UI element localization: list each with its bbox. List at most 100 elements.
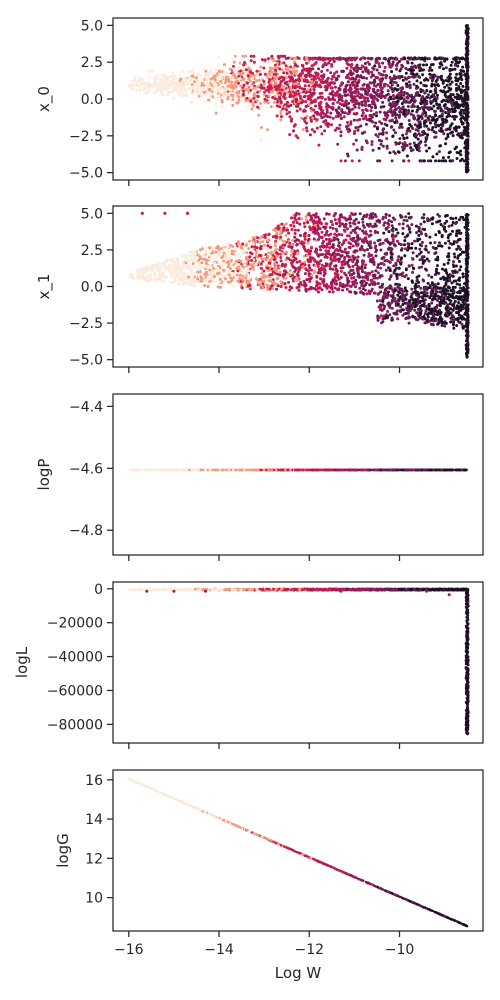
data-point bbox=[434, 287, 438, 291]
y-tick-label: −5.0 bbox=[69, 166, 103, 182]
data-point bbox=[446, 135, 450, 139]
data-point bbox=[178, 84, 181, 88]
data-point bbox=[204, 100, 208, 104]
data-point bbox=[438, 56, 442, 60]
data-point bbox=[396, 231, 400, 235]
data-point bbox=[316, 264, 320, 268]
data-point bbox=[439, 298, 443, 302]
data-point bbox=[283, 54, 287, 58]
data-point bbox=[245, 251, 249, 255]
data-point bbox=[309, 91, 313, 95]
data-point bbox=[282, 224, 286, 227]
data-point bbox=[239, 284, 243, 288]
data-point bbox=[327, 122, 331, 126]
data-point bbox=[440, 74, 443, 78]
data-point bbox=[423, 84, 427, 88]
data-point bbox=[267, 251, 270, 255]
data-point bbox=[291, 94, 295, 98]
data-point bbox=[378, 85, 382, 89]
data-point bbox=[425, 95, 429, 99]
data-point bbox=[287, 239, 291, 243]
data-point bbox=[416, 57, 420, 61]
data-point bbox=[203, 251, 207, 255]
data-point bbox=[449, 101, 453, 105]
data-point bbox=[223, 84, 227, 87]
data-point bbox=[437, 124, 441, 128]
data-point bbox=[447, 75, 451, 78]
data-point bbox=[407, 212, 411, 216]
data-point bbox=[377, 65, 381, 68]
data-point bbox=[421, 317, 425, 321]
data-point bbox=[292, 129, 295, 133]
data-point bbox=[215, 266, 219, 270]
y-tick-label: −2.5 bbox=[69, 129, 103, 145]
data-point bbox=[231, 271, 235, 275]
data-point bbox=[417, 233, 421, 237]
data-point bbox=[306, 258, 310, 262]
data-point bbox=[433, 241, 437, 245]
data-point bbox=[320, 230, 324, 234]
data-point bbox=[370, 70, 374, 74]
data-point bbox=[188, 263, 192, 267]
data-point bbox=[285, 71, 289, 75]
data-point bbox=[438, 308, 441, 312]
data-point bbox=[281, 85, 284, 89]
data-point bbox=[240, 271, 244, 275]
data-point bbox=[376, 276, 379, 280]
data-point bbox=[273, 85, 277, 89]
data-point bbox=[241, 260, 245, 264]
data-point bbox=[390, 306, 394, 310]
data-point bbox=[344, 87, 348, 91]
data-point bbox=[275, 88, 279, 91]
data-point bbox=[465, 113, 469, 117]
data-point bbox=[222, 63, 226, 67]
data-point bbox=[284, 64, 288, 68]
data-point bbox=[363, 271, 367, 275]
data-point bbox=[432, 118, 436, 122]
data-point bbox=[417, 146, 421, 150]
data-point bbox=[387, 230, 391, 234]
data-point bbox=[215, 83, 219, 87]
data-point bbox=[462, 102, 466, 106]
data-point bbox=[440, 56, 444, 60]
data-point bbox=[427, 107, 431, 111]
data-point bbox=[396, 293, 400, 297]
data-point bbox=[304, 105, 308, 108]
data-point bbox=[233, 73, 237, 77]
data-point bbox=[339, 117, 343, 120]
data-point bbox=[357, 125, 360, 129]
data-point bbox=[238, 76, 242, 80]
data-point bbox=[428, 66, 432, 70]
data-point bbox=[367, 254, 371, 258]
data-point bbox=[321, 77, 324, 81]
data-point bbox=[355, 89, 359, 93]
data-point bbox=[230, 249, 234, 253]
data-point bbox=[396, 302, 400, 306]
data-point bbox=[461, 275, 465, 279]
data-point bbox=[363, 130, 367, 134]
data-point bbox=[375, 114, 378, 118]
data-point bbox=[416, 137, 420, 141]
data-point bbox=[312, 78, 316, 82]
data-point bbox=[208, 268, 212, 272]
data-point bbox=[290, 75, 294, 79]
data-point bbox=[302, 95, 306, 99]
data-point bbox=[147, 75, 151, 79]
data-point bbox=[325, 283, 329, 286]
data-point bbox=[222, 95, 226, 98]
data-point bbox=[402, 91, 406, 95]
data-point bbox=[462, 303, 466, 307]
data-point bbox=[307, 71, 311, 75]
data-point bbox=[434, 233, 438, 237]
data-point bbox=[236, 101, 240, 105]
data-point bbox=[249, 59, 253, 63]
data-point bbox=[362, 231, 366, 235]
data-point bbox=[343, 111, 347, 115]
data-point bbox=[280, 75, 284, 79]
data-point bbox=[290, 254, 294, 257]
data-point bbox=[396, 282, 400, 286]
data-point bbox=[135, 88, 139, 92]
data-point bbox=[363, 56, 367, 60]
data-point bbox=[254, 88, 258, 92]
data-point bbox=[324, 113, 328, 116]
